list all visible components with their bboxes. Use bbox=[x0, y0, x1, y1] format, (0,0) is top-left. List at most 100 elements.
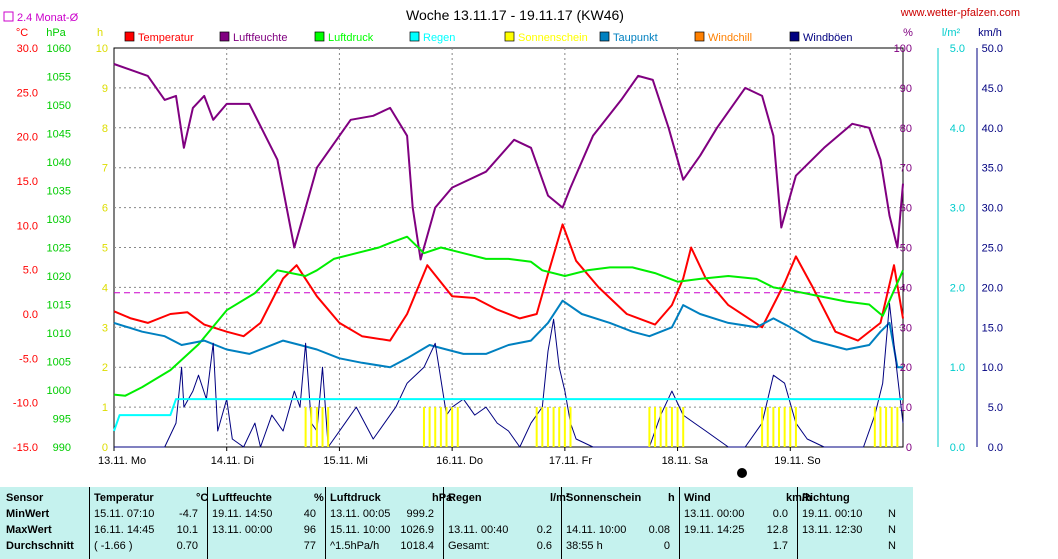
bar-sonnenschein bbox=[676, 407, 679, 447]
y-tick-label-sunshine: 3 bbox=[102, 322, 108, 334]
bar-sonnenschein bbox=[772, 407, 775, 447]
y-tick-label-pressure: 990 bbox=[53, 442, 71, 454]
chart-legend: Temperatur Luftfeuchte Luftdruck Regen Sonne… bbox=[124, 31, 853, 44]
site-link[interactable]: www.wetter-pfalzen.com bbox=[900, 7, 1020, 19]
stats-cell: 15.11. 10:00 bbox=[330, 524, 391, 536]
bar-sonnenschein bbox=[766, 407, 769, 447]
stats-cell: l/m² bbox=[550, 492, 570, 504]
stats-value: 96 bbox=[303, 524, 316, 536]
y-tick-label-wind: 15.0 bbox=[982, 322, 1003, 334]
legend-label-windböen: Windböen bbox=[803, 32, 853, 44]
y-tick-label-wind: 0.0 bbox=[988, 442, 1003, 454]
y-tick-label-pressure: 995 bbox=[53, 414, 71, 426]
y-tick-label-temp: 10.0 bbox=[17, 220, 38, 232]
y-tick-label-humidity: 0 bbox=[906, 442, 912, 454]
stats-value: N bbox=[888, 540, 896, 552]
bar-sonnenschein bbox=[778, 407, 781, 447]
bar-sonnenschein bbox=[315, 407, 318, 447]
stats-cell: hPa bbox=[432, 492, 453, 504]
stats-cell: 16.11. 14:45 bbox=[94, 524, 155, 536]
y-tick-label-pressure: 1025 bbox=[47, 243, 71, 255]
series-line-luftfeuchte bbox=[113, 63, 904, 261]
stats-cell: 19.11. 14:25 bbox=[684, 524, 745, 536]
y-tick-label-pressure: 1020 bbox=[47, 271, 71, 283]
stats-cell: 13.11. 00:05 bbox=[330, 508, 391, 520]
stats-cell: Wind bbox=[684, 492, 711, 504]
stats-value: 0.08 bbox=[648, 524, 670, 536]
stats-value: 0.0 bbox=[772, 508, 788, 520]
legend-swatch-luftdruck bbox=[314, 31, 325, 42]
stats-value: -4.7 bbox=[179, 508, 198, 520]
series-line-taupunkt bbox=[113, 299, 903, 369]
stats-cell: % bbox=[314, 492, 324, 504]
y-tick-label-rain: 3.0 bbox=[950, 203, 965, 215]
axis-unit-temp: °C bbox=[16, 27, 28, 39]
y-tick-label-pressure: 1035 bbox=[47, 186, 71, 198]
legend-label-luftdruck: Luftdruck bbox=[328, 32, 374, 44]
stats-cell: Richtung bbox=[802, 492, 850, 504]
stats-cell: Durchschnitt bbox=[6, 540, 74, 552]
stats-cell: Gesamt: bbox=[448, 540, 490, 552]
y-tick-label-wind: 20.0 bbox=[982, 282, 1003, 294]
legend-swatch-sonnenschein bbox=[504, 31, 515, 42]
bar-sonnenschein bbox=[321, 407, 324, 447]
chart-series bbox=[113, 63, 904, 448]
y-tick-label-wind: 5.0 bbox=[988, 402, 1003, 414]
y-tick-label-wind: 30.0 bbox=[982, 203, 1003, 215]
y-tick-label-pressure: 1050 bbox=[47, 100, 71, 112]
y-tick-label-rain: 1.0 bbox=[950, 362, 965, 374]
bar-sonnenschein bbox=[327, 407, 330, 447]
y-tick-label-pressure: 1015 bbox=[47, 300, 71, 312]
x-tick-label: 19.11. So bbox=[774, 455, 820, 467]
bar-sonnenschein bbox=[794, 407, 797, 447]
axis-unit-humidity: % bbox=[903, 27, 913, 39]
y-tick-label-pressure: 1045 bbox=[47, 129, 71, 141]
bar-sonnenschein bbox=[445, 407, 448, 447]
bar-sonnenschein bbox=[541, 407, 544, 447]
bar-sonnenschein bbox=[304, 407, 307, 447]
y-tick-label-sunshine: 6 bbox=[102, 203, 108, 215]
stats-column-divider bbox=[325, 487, 326, 559]
legend-swatch-luftfeuchte bbox=[219, 31, 230, 42]
stats-value: N bbox=[888, 524, 896, 536]
y-tick-label-pressure: 1060 bbox=[47, 43, 71, 55]
bar-sonnenschein bbox=[885, 407, 888, 447]
x-tick-label: 15.11. Mi bbox=[323, 455, 367, 467]
x-tick-label: 17.11. Fr bbox=[549, 455, 593, 467]
y-tick-label-sunshine: 5 bbox=[102, 243, 108, 255]
stats-value: 0.70 bbox=[176, 540, 198, 552]
y-tick-label-humidity: 90 bbox=[900, 83, 912, 95]
y-tick-label-sunshine: 10 bbox=[96, 43, 108, 55]
y-tick-label-temp: 25.0 bbox=[17, 87, 38, 99]
y-tick-label-pressure: 1040 bbox=[47, 157, 71, 169]
y-tick-label-rain: 2.0 bbox=[950, 282, 965, 294]
stats-cell: Temperatur bbox=[94, 492, 154, 504]
stats-value: 1026.9 bbox=[400, 524, 434, 536]
legend-swatch-taupunkt bbox=[599, 31, 610, 42]
stats-column-divider bbox=[443, 487, 444, 559]
legend-label-luftfeuchte: Luftfeuchte bbox=[233, 32, 287, 44]
bar-sonnenschein bbox=[546, 407, 549, 447]
y-tick-label-sunshine: 2 bbox=[102, 362, 108, 374]
stats-cell: 38:55 h bbox=[566, 540, 603, 552]
monthly-avg-marker bbox=[3, 11, 14, 22]
bar-sonnenschein bbox=[659, 407, 662, 447]
y-tick-label-wind: 25.0 bbox=[982, 243, 1003, 255]
y-tick-label-rain: 0.0 bbox=[950, 442, 965, 454]
y-tick-label-pressure: 1005 bbox=[47, 357, 71, 369]
bar-sonnenschein bbox=[456, 407, 459, 447]
y-tick-label-pressure: 1030 bbox=[47, 214, 71, 226]
bar-sonnenschein bbox=[563, 407, 566, 447]
stats-cell: 15.11. 07:10 bbox=[94, 508, 155, 520]
bar-sonnenschein bbox=[648, 407, 651, 447]
legend-label-temperatur: Temperatur bbox=[138, 32, 194, 44]
stats-value: N bbox=[888, 508, 896, 520]
stats-cell: MaxWert bbox=[6, 524, 52, 536]
bar-sonnenschein bbox=[682, 407, 685, 447]
series-line-luftdruck bbox=[113, 235, 904, 397]
monthly-avg-label: 2.4 Monat-Ø bbox=[17, 12, 79, 24]
y-tick-label-humidity: 40 bbox=[900, 282, 912, 294]
x-tick-label: 14.11. Di bbox=[211, 455, 254, 467]
y-tick-label-pressure: 1010 bbox=[47, 328, 71, 340]
y-tick-label-humidity: 50 bbox=[900, 243, 912, 255]
